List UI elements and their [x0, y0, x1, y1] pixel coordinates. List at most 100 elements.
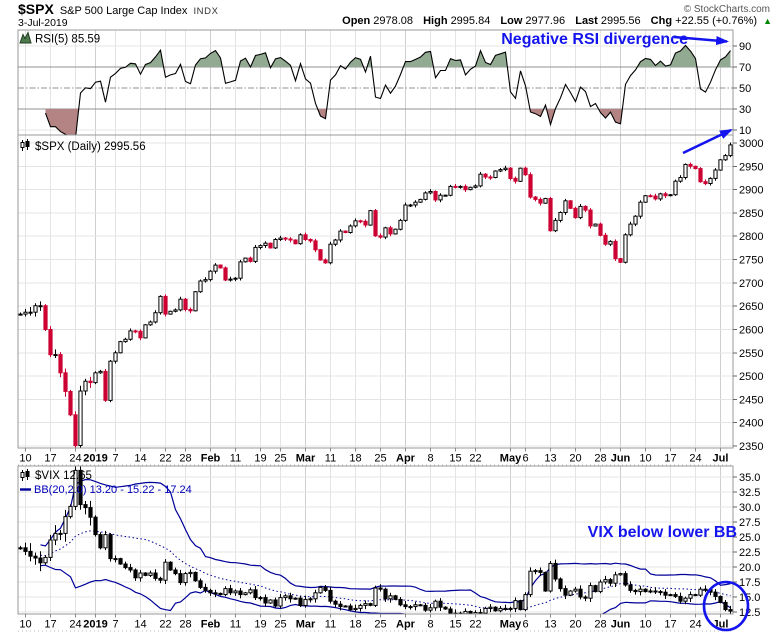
candle-body — [378, 235, 383, 238]
x-axis-label: 22 — [159, 453, 171, 465]
candle-body — [283, 595, 288, 599]
x-axis-label: 11 — [325, 619, 336, 631]
x-axis-label: 2019 — [83, 453, 107, 465]
candle-body — [28, 311, 33, 314]
rsi-tick-label: 90 — [739, 41, 751, 53]
symbol: $SPX — [18, 1, 54, 17]
candle-body — [108, 360, 113, 401]
candle-body — [63, 516, 68, 534]
candle-body — [553, 219, 558, 232]
candle-body — [638, 201, 643, 217]
candle-body — [608, 240, 613, 245]
candle-body — [518, 600, 523, 611]
candle-body — [543, 571, 548, 592]
candle-body — [83, 504, 88, 509]
candle-body — [593, 585, 598, 593]
price-tick-label: 2950 — [739, 161, 763, 173]
candle-body — [283, 237, 288, 240]
candle-body — [293, 597, 298, 600]
high-value: 2995.84 — [450, 15, 491, 27]
candle-body — [428, 191, 433, 194]
candle-body — [98, 370, 103, 374]
x-axis-label: 11 — [230, 619, 241, 631]
candle-body — [513, 177, 518, 182]
rsi-zone — [45, 45, 731, 67]
candle-body — [498, 607, 503, 612]
x-axis-label: Mar — [296, 453, 316, 465]
panel-borders — [17, 29, 734, 615]
annotation-circle — [702, 580, 750, 632]
candle-body — [268, 599, 273, 604]
x-axis-label: 14 — [134, 453, 146, 465]
candle-body — [438, 194, 443, 201]
candle-body — [18, 547, 23, 550]
x-axis-label: 7 — [112, 453, 118, 465]
vix-tick-label: 12.5 — [739, 607, 760, 619]
candle-body — [543, 198, 548, 204]
candle-body — [463, 610, 468, 614]
last-value: 2995.56 — [600, 15, 641, 27]
candle-body — [308, 239, 313, 242]
bb-upper — [40, 478, 731, 604]
candle-body — [383, 588, 388, 600]
candle-body — [613, 574, 618, 584]
candle-body — [563, 200, 568, 214]
candle-body — [33, 555, 38, 559]
candle-body — [523, 167, 528, 176]
candle-body — [498, 169, 503, 172]
candle-body — [68, 391, 73, 416]
candle-body — [443, 606, 448, 610]
candle-body — [168, 561, 173, 571]
rsi-line — [44, 44, 731, 135]
x-axis-label: 10 — [19, 619, 31, 631]
candle-body — [128, 567, 133, 571]
candle-body — [463, 185, 468, 191]
candle-body — [343, 230, 348, 234]
chg-label: Chg — [650, 15, 673, 27]
candle-body — [338, 603, 343, 608]
candle-body — [563, 588, 568, 596]
candle-body — [628, 223, 633, 236]
candle-body — [718, 159, 723, 171]
candle-body — [198, 280, 203, 293]
candle-body — [398, 219, 403, 230]
candle-body — [133, 330, 138, 333]
candle-body — [668, 594, 673, 597]
candle-body — [688, 594, 693, 599]
candle-body — [703, 181, 708, 185]
rsi-tick-label: 70 — [739, 62, 751, 74]
candle-body — [598, 223, 603, 236]
candle-body — [318, 249, 323, 261]
candle-body — [93, 372, 98, 384]
candle-body — [398, 598, 403, 606]
rsi-tick-label: 50 — [739, 83, 751, 95]
candle-body — [53, 354, 58, 357]
candle-body — [118, 341, 123, 354]
rect — [17, 465, 734, 615]
candle-body — [78, 469, 83, 506]
chart-title: $SPX S&P 500 Large Cap Index INDX — [18, 1, 219, 17]
candle-body — [218, 592, 223, 596]
chart-date: 3-Jul-2019 — [18, 17, 68, 29]
candle-body — [493, 606, 498, 612]
x-axis-label: 13 — [544, 453, 556, 465]
candle-body — [578, 205, 583, 219]
candle-body — [533, 570, 538, 573]
candle-body — [368, 210, 373, 226]
candle-body — [53, 532, 58, 541]
spx-label: $SPX (Daily) 2995.56 — [35, 141, 146, 153]
candle-body — [38, 557, 43, 564]
candle-body — [693, 594, 698, 597]
rsi-panel-series — [44, 44, 731, 135]
x-axis-label: 24 — [69, 619, 81, 631]
candle-body — [713, 169, 718, 179]
candle-body — [278, 597, 283, 607]
candle-body — [138, 330, 143, 339]
price-tick-label: 2700 — [739, 278, 763, 290]
x-axis-label: Apr — [396, 453, 416, 465]
candle-body — [658, 193, 663, 200]
candle-body — [428, 607, 433, 611]
candle-body — [23, 311, 28, 315]
